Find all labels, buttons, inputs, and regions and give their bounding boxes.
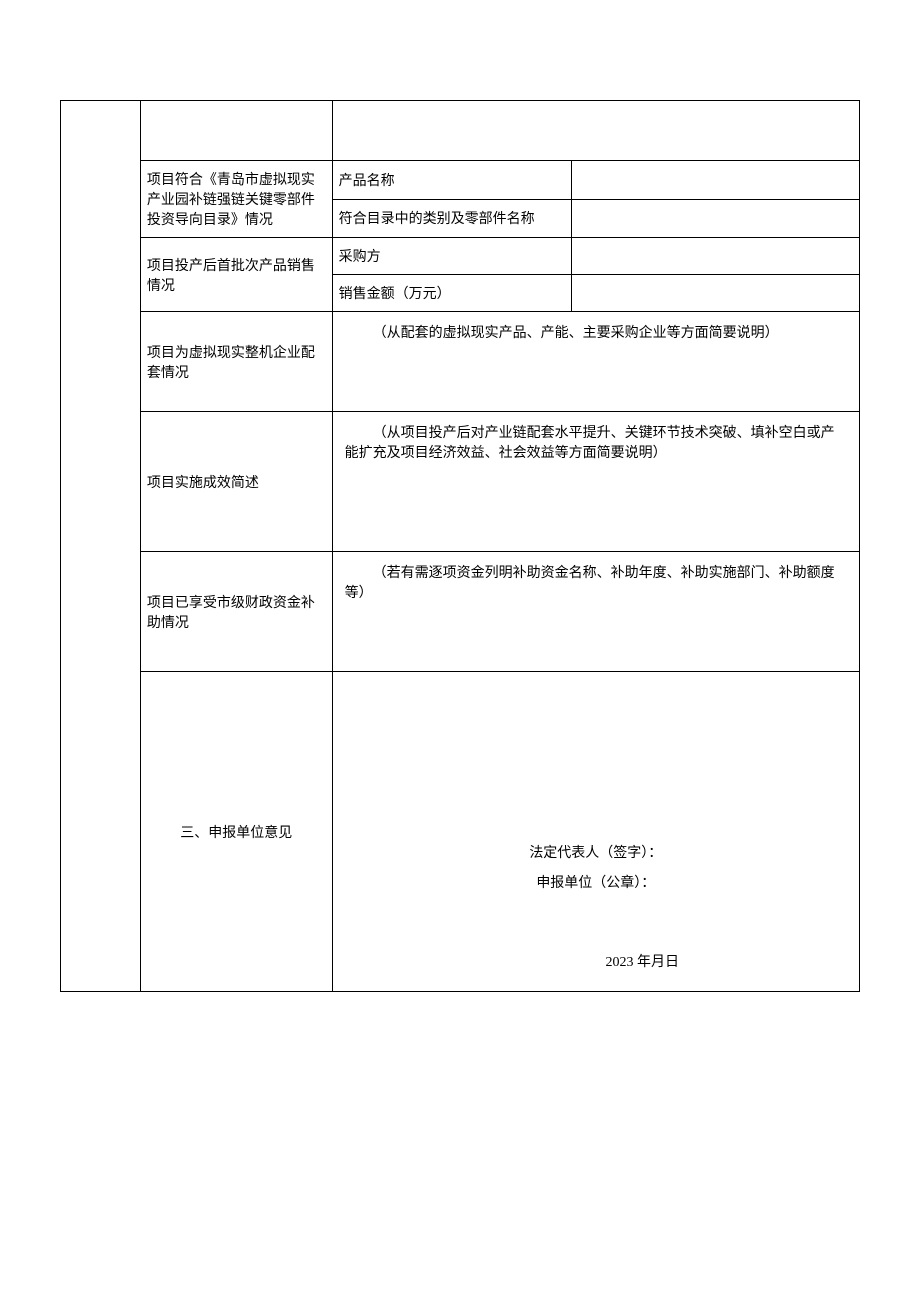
subsidy-received-label: 项目已享受市级财政资金补助情况	[140, 552, 332, 672]
section2-header	[61, 101, 141, 992]
purchaser-value[interactable]	[572, 238, 860, 275]
category-parts-value[interactable]	[572, 199, 860, 238]
table-row: 项目为虚拟现实整机企业配套情况 （从配套的虚拟现实产品、产能、主要采购企业等方面…	[61, 312, 860, 412]
signature-block: 法定代表人（签字）： 申报单位（公章）：	[353, 842, 839, 892]
empty-label-cell	[140, 101, 332, 161]
table-row: 三、申报单位意见 法定代表人（签字）： 申报单位（公章）： 2023 年月日	[61, 672, 860, 992]
table-row: 项目符合《青岛市虚拟现实产业园补链强链关键零部件投资导向目录》情况 产品名称	[61, 161, 860, 200]
vr-supporting-label: 项目为虚拟现实整机企业配套情况	[140, 312, 332, 412]
subsidy-received-hint: （若有需逐项资金列明补助资金名称、补助年度、补助实施部门、补助额度等）	[345, 562, 847, 602]
date-text: 2023 年月日	[606, 951, 680, 971]
sales-amount-label: 销售金额（万元）	[332, 275, 572, 312]
catalog-compliance-label: 项目符合《青岛市虚拟现实产业园补链强链关键零部件投资导向目录》情况	[140, 161, 332, 238]
implementation-effect-content[interactable]: （从项目投产后对产业链配套水平提升、关键环节技术突破、填补空白或产能扩充及项目经…	[332, 412, 859, 552]
table-row: 项目实施成效简述 （从项目投产后对产业链配套水平提升、关键环节技术突破、填补空白…	[61, 412, 860, 552]
implementation-effect-label: 项目实施成效简述	[140, 412, 332, 552]
section3-content[interactable]: 法定代表人（签字）： 申报单位（公章）： 2023 年月日	[332, 672, 859, 992]
empty-value-cell	[332, 101, 859, 161]
sales-amount-value[interactable]	[572, 275, 860, 312]
product-name-label: 产品名称	[332, 161, 572, 200]
table-row: 项目投产后首批次产品销售情况 采购方	[61, 238, 860, 275]
implementation-effect-hint: （从项目投产后对产业链配套水平提升、关键环节技术突破、填补空白或产能扩充及项目经…	[345, 422, 847, 462]
first-batch-sales-label: 项目投产后首批次产品销售情况	[140, 238, 332, 312]
table-row: 项目已享受市级财政资金补助情况 （若有需逐项资金列明补助资金名称、补助年度、补助…	[61, 552, 860, 672]
table-row	[61, 101, 860, 161]
purchaser-label: 采购方	[332, 238, 572, 275]
product-name-value[interactable]	[572, 161, 860, 200]
vr-supporting-hint: （从配套的虚拟现实产品、产能、主要采购企业等方面简要说明）	[345, 322, 847, 342]
category-parts-label: 符合目录中的类别及零部件名称	[332, 199, 572, 238]
unit-seal-label: 申报单位（公章）：	[353, 872, 839, 892]
section3-header: 三、申报单位意见	[140, 672, 332, 992]
subsidy-received-content[interactable]: （若有需逐项资金列明补助资金名称、补助年度、补助实施部门、补助额度等）	[332, 552, 859, 672]
vr-supporting-content[interactable]: （从配套的虚拟现实产品、产能、主要采购企业等方面简要说明）	[332, 312, 859, 412]
form-table: 项目符合《青岛市虚拟现实产业园补链强链关键零部件投资导向目录》情况 产品名称 符…	[60, 100, 860, 992]
legal-rep-sign-label: 法定代表人（签字）：	[353, 842, 839, 862]
